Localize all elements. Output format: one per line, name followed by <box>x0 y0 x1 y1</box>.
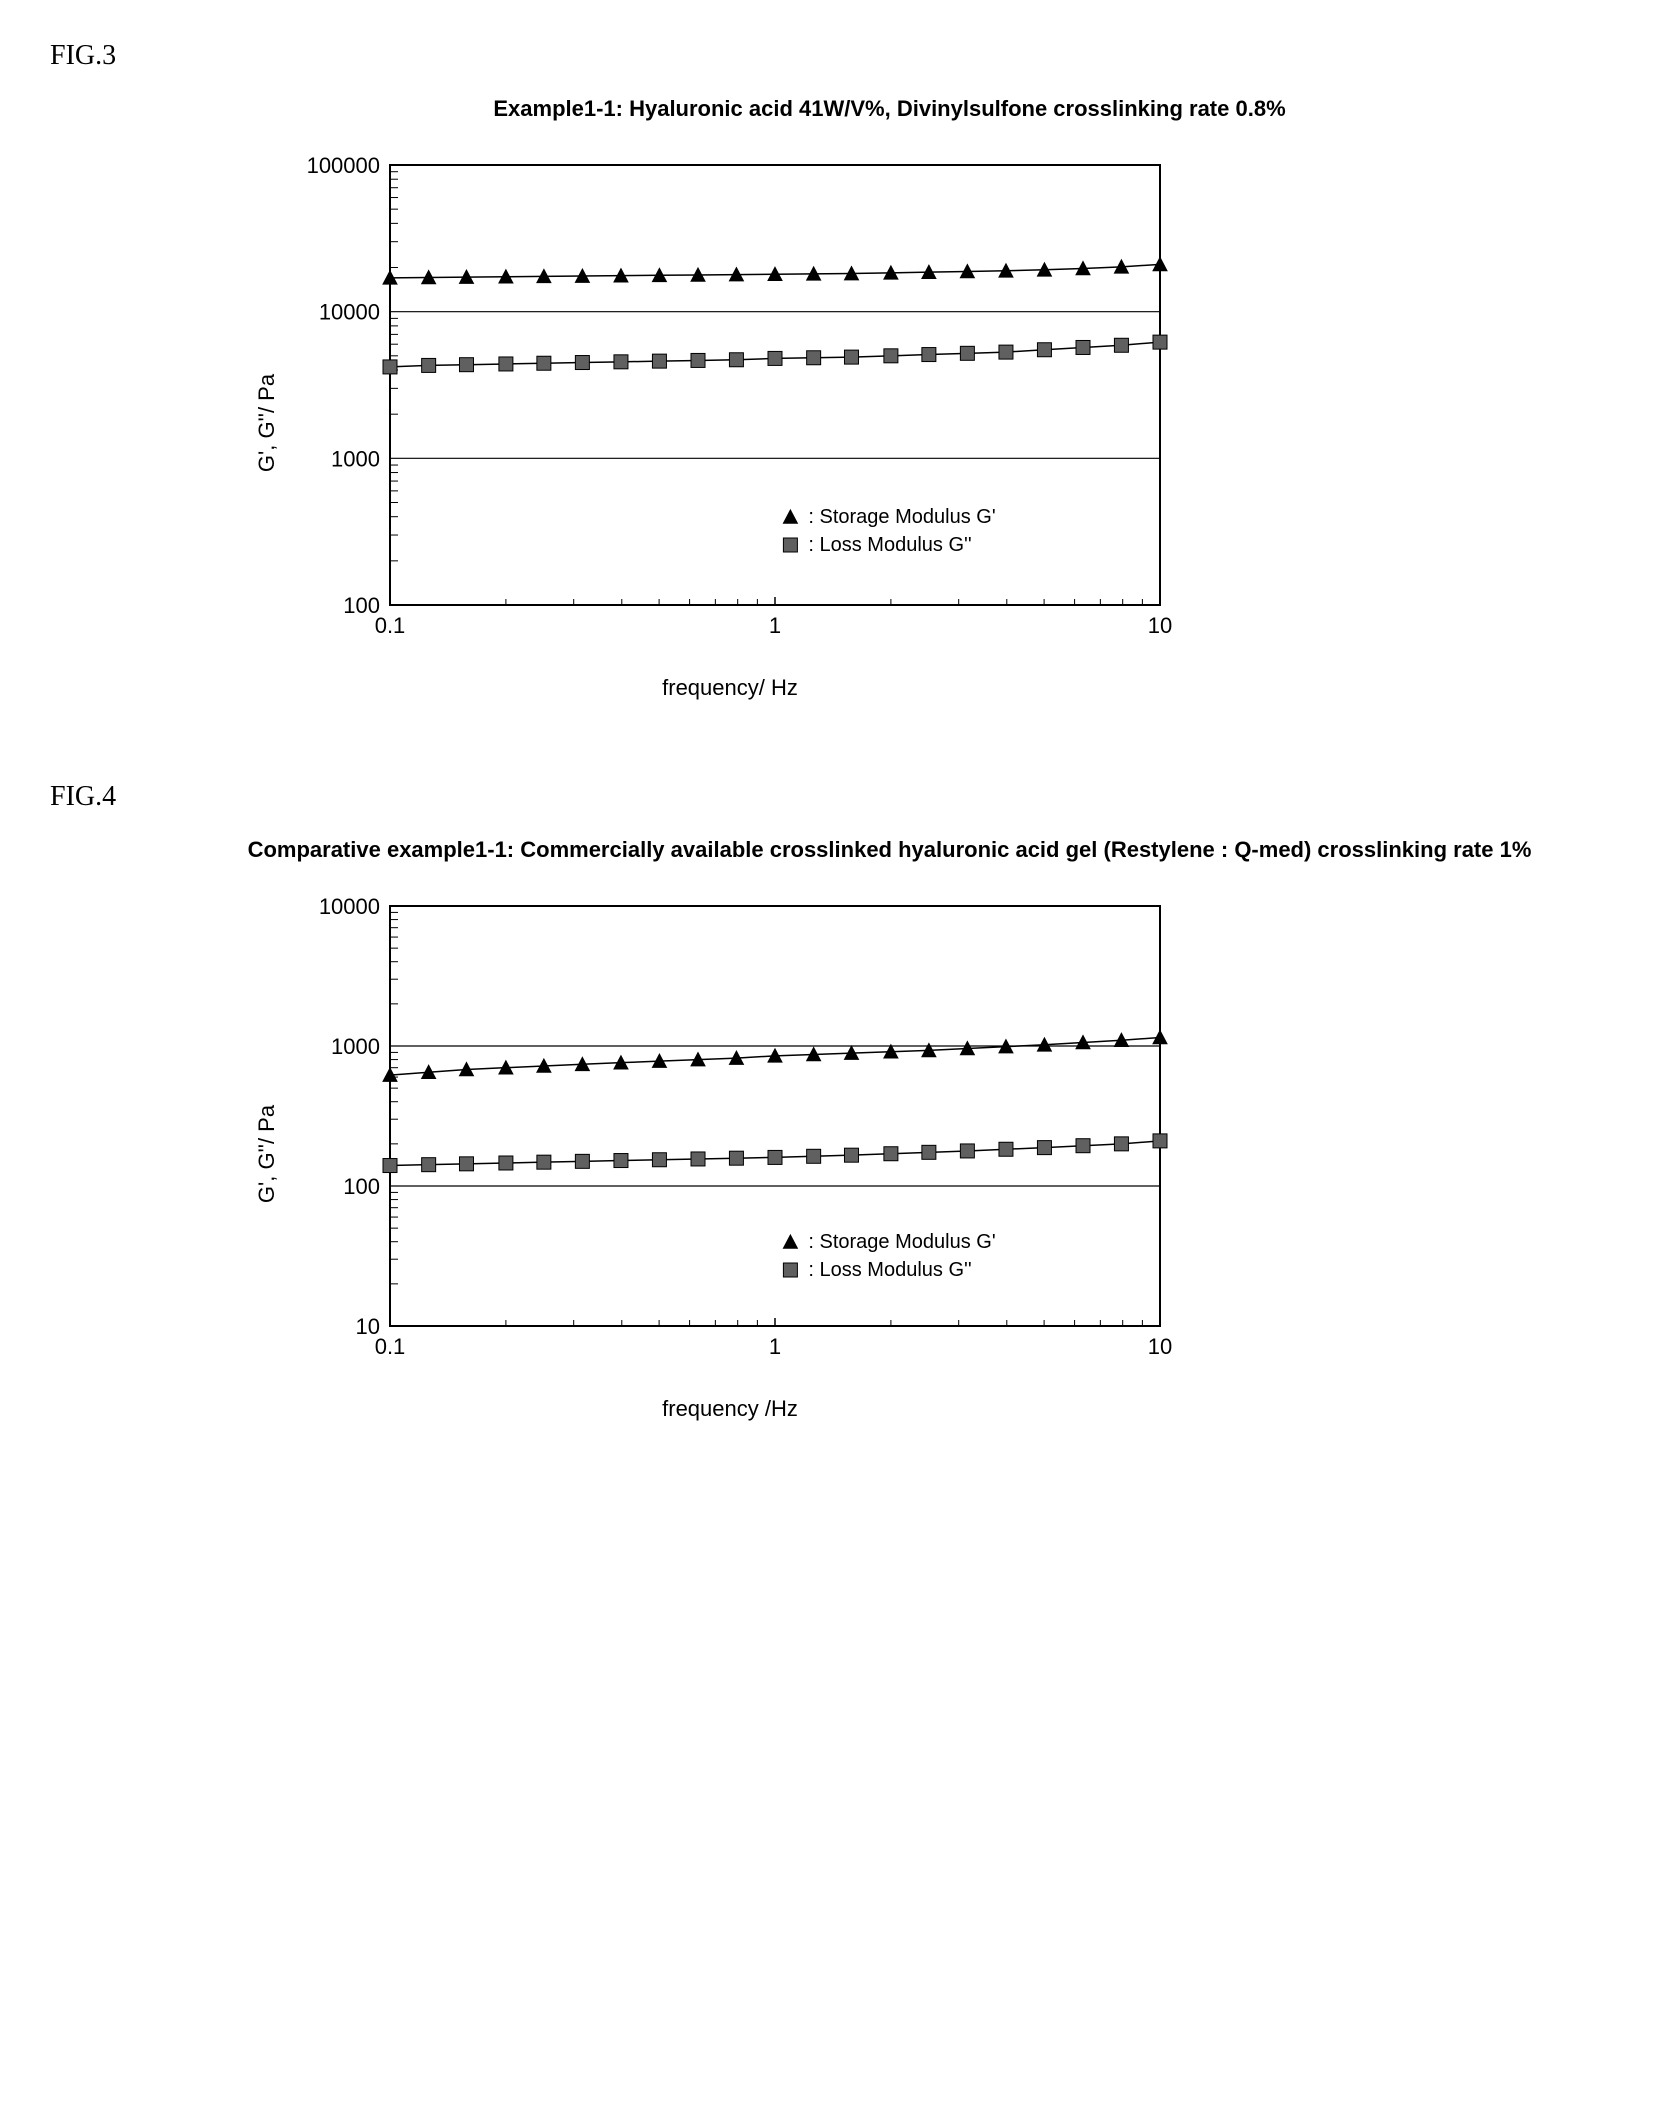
svg-text:: Storage Modulus G': : Storage Modulus G' <box>808 1231 995 1253</box>
x-axis-label: frequency/ Hz <box>280 675 1180 701</box>
plot-area: G', G''/ Pa101001000100000.1110: Storage… <box>280 886 1180 1422</box>
figure-title: Example1-1: Hyaluronic acid 41W/V%, Divi… <box>240 92 1539 125</box>
y-axis-label: G', G''/ Pa <box>254 374 280 472</box>
chart-svg: 101001000100000.1110: Storage Modulus G'… <box>280 886 1180 1386</box>
svg-text:1000: 1000 <box>331 446 380 471</box>
figure-block: FIG.3 Example1-1: Hyaluronic acid 41W/V%,… <box>40 40 1639 701</box>
figure-label: FIG.3 <box>50 40 1639 72</box>
svg-text:1: 1 <box>769 613 781 638</box>
svg-text:10000: 10000 <box>319 300 380 325</box>
svg-text:: Loss Modulus G'': : Loss Modulus G'' <box>808 534 971 556</box>
svg-text:10: 10 <box>1148 1334 1172 1359</box>
svg-text:1000: 1000 <box>331 1034 380 1059</box>
svg-text:0.1: 0.1 <box>375 613 406 638</box>
figure-label: FIG.4 <box>50 781 1639 813</box>
svg-text:0.1: 0.1 <box>375 1334 406 1359</box>
svg-text:: Storage Modulus G': : Storage Modulus G' <box>808 506 995 528</box>
svg-text:10000: 10000 <box>319 894 380 919</box>
chart-svg: 1001000100001000000.1110: Storage Modulu… <box>280 145 1180 665</box>
y-axis-label: G', G''/ Pa <box>254 1105 280 1203</box>
svg-text:: Loss Modulus G'': : Loss Modulus G'' <box>808 1259 971 1281</box>
svg-text:100: 100 <box>343 1174 380 1199</box>
x-axis-label: frequency /Hz <box>280 1396 1180 1422</box>
figure-title: Comparative example1-1: Commercially ava… <box>240 833 1539 866</box>
svg-text:100000: 100000 <box>307 153 380 178</box>
svg-text:10: 10 <box>1148 613 1172 638</box>
plot-area: G', G''/ Pa1001000100001000000.1110: Sto… <box>280 145 1180 701</box>
svg-text:1: 1 <box>769 1334 781 1359</box>
figure-block: FIG.4 Comparative example1-1: Commerciall… <box>40 781 1639 1422</box>
